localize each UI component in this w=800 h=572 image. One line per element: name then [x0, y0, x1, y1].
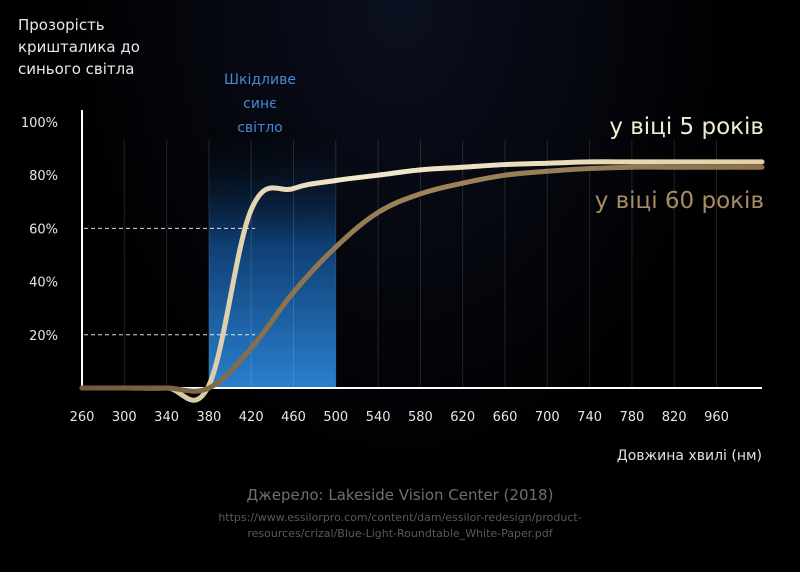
y-tick-label: 40%	[29, 276, 58, 291]
x-tick-label: 580	[408, 410, 433, 425]
x-tick-label: 460	[281, 410, 306, 425]
blue-light-band	[208, 128, 336, 388]
x-tick-label: 300	[112, 410, 137, 425]
axes	[81, 110, 762, 389]
series-lines	[79, 159, 765, 403]
x-tick-labels: 260 300 340 380 420 460 500 540 580 620 660 700 740 7…	[70, 410, 729, 425]
blue-light-band-rect	[208, 128, 336, 388]
x-tick-label: 340	[154, 410, 179, 425]
x-tick-label: 540	[366, 410, 391, 425]
chart-title: Прозорість кришталика до синього світла	[18, 16, 140, 78]
x-axis-label: Довжина хвилі (нм)	[616, 448, 762, 464]
series-age-60-line	[79, 164, 765, 394]
x-tick-label: 620	[450, 410, 475, 425]
x-tick-label: 740	[577, 410, 602, 425]
legend-age-5: у віці 5 років	[609, 114, 764, 140]
y-tick-labels: 20% 40% 60% 80% 100%	[21, 116, 58, 344]
y-tick-label: 20%	[29, 329, 58, 344]
y-tick-label: 80%	[29, 169, 58, 184]
x-tick-label: 380	[196, 410, 221, 425]
x-tick-label: 500	[323, 410, 348, 425]
x-tick-label: 780	[619, 410, 644, 425]
y-tick-label: 100%	[21, 116, 58, 131]
x-tick-label: 420	[239, 410, 264, 425]
x-tick-label: 820	[662, 410, 687, 425]
x-tick-label: 660	[493, 410, 518, 425]
x-tick-label: 700	[535, 410, 560, 425]
blue-light-band-label: Шкідливе синє світло	[224, 72, 296, 136]
y-tick-label: 60%	[29, 222, 58, 237]
series-age-5-line	[79, 159, 765, 403]
x-tick-label: 960	[704, 410, 729, 425]
legend-age-60: у віці 60 років	[594, 188, 764, 214]
source-citation: Джерело: Lakeside Vision Center (2018)	[246, 486, 554, 504]
source-url: https://www.essilorpro.com/content/dam/e…	[218, 511, 582, 540]
reference-lines	[84, 227, 256, 336]
x-tick-label: 260	[70, 410, 95, 425]
